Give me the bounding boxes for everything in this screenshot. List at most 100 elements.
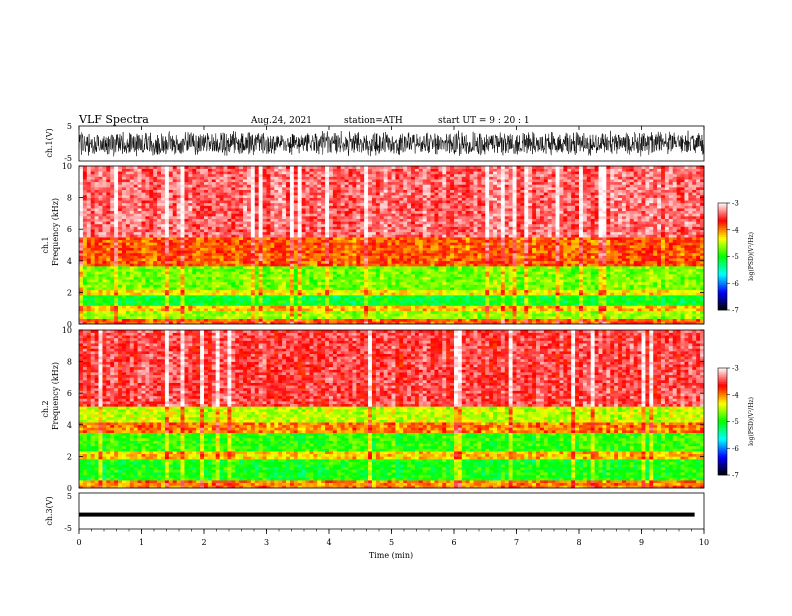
spectrogram-cell (177, 256, 181, 259)
spectrogram-cell (235, 190, 239, 193)
spectrogram-cell (243, 277, 247, 280)
spectrogram-cell (235, 253, 239, 256)
spectrogram-cell (255, 198, 259, 201)
spectrogram-cell (216, 279, 220, 282)
spectrogram-cell (399, 171, 403, 174)
spectrogram-cell (149, 213, 153, 216)
spectrogram-cell (118, 303, 122, 306)
spectrogram-cell (114, 182, 118, 185)
spectrogram-cell (118, 208, 122, 211)
spectrogram-cell (220, 316, 224, 319)
spectrogram-cell (138, 298, 142, 301)
spectrogram-cell (388, 171, 392, 174)
spectrogram-cell (309, 227, 313, 230)
spectrogram-cell (259, 192, 263, 195)
spectrogram-cell (372, 263, 376, 266)
spectrogram-cell (200, 266, 204, 269)
spectrogram-cell (349, 234, 353, 237)
spectrogram-cell (321, 300, 325, 303)
spectrogram-cell (102, 306, 106, 309)
spectrogram-cell (380, 213, 384, 216)
spectrogram-cell (200, 237, 204, 240)
spectrogram-cell (247, 245, 251, 248)
spectrogram-cell (134, 282, 138, 285)
spectrogram-cell (106, 206, 110, 209)
spectrogram-cell (349, 216, 353, 219)
spectrogram-cell (114, 258, 118, 261)
spectrogram-cell (321, 171, 325, 174)
spectrogram-cell (306, 232, 310, 235)
spectrogram-cell (274, 245, 278, 248)
spectrogram-cell (349, 271, 353, 274)
spectrogram-cell (243, 269, 247, 272)
spectrogram-cell (173, 250, 177, 253)
spectrogram-cell (224, 208, 228, 211)
spectrogram-cell (341, 266, 345, 269)
spectrogram-cell (79, 287, 83, 290)
spectrogram-cell (239, 256, 243, 259)
spectrogram-cell (181, 295, 185, 298)
spectrogram-cell (192, 200, 196, 203)
spectrogram-cell (212, 263, 216, 266)
spectrogram-cell (309, 292, 313, 295)
spectrogram-cell (376, 213, 380, 216)
spectrogram-cell (282, 274, 286, 277)
spectrogram-cell (302, 195, 306, 198)
spectrogram-cell (243, 171, 247, 174)
spectrogram-cell (282, 240, 286, 243)
spectrogram-cell (337, 298, 341, 301)
spectrogram-cell (278, 248, 282, 251)
spectrogram-cell (384, 266, 388, 269)
spectrogram-cell (87, 274, 91, 277)
spectrogram-cell (188, 169, 192, 172)
spectrogram-cell (356, 248, 360, 251)
spectrogram-cell (224, 169, 228, 172)
spectrogram-cell (91, 213, 95, 216)
spectrogram-cell (126, 295, 130, 298)
spectrogram-cell (110, 319, 114, 322)
spectrogram-cell (341, 261, 345, 264)
spectrogram-cell (392, 187, 396, 190)
spectrogram-cell (337, 216, 341, 219)
spectrogram-cell (309, 279, 313, 282)
spectrogram-cell (173, 171, 177, 174)
spectrogram-cell (196, 237, 200, 240)
spectrogram-cell (306, 174, 310, 177)
spectrogram-cell (126, 300, 130, 303)
spectrogram-cell (235, 182, 239, 185)
spectrogram-cell (243, 195, 247, 198)
spectrogram-cell (399, 245, 403, 248)
spectrogram-cell (282, 216, 286, 219)
spectrogram-cell (298, 213, 302, 216)
spectrogram-cell (392, 306, 396, 309)
spectrogram-cell (110, 198, 114, 201)
spectrogram-cell (153, 240, 157, 243)
spectrogram-cell (368, 319, 372, 322)
spectrogram-cell (313, 271, 317, 274)
spectrogram-cell (364, 290, 368, 293)
spectrogram-cell (118, 224, 122, 227)
spectrogram-cell (235, 311, 239, 314)
spectrogram-cell (114, 290, 118, 293)
spectrogram-cell (290, 187, 294, 190)
spectrogram-cell (91, 169, 95, 172)
spectrogram-cell (149, 292, 153, 295)
spectrogram-cell (372, 316, 376, 319)
spectrogram-cell (286, 187, 290, 190)
spectrogram-cell (83, 279, 87, 282)
spectrogram-cell (231, 203, 235, 206)
spectrogram-cell (157, 208, 161, 211)
spectrogram-cell (118, 263, 122, 266)
vlf-spectra-chart: VLF Spectra Aug.24, 2021 station=ATH sta… (0, 0, 792, 612)
spectrogram-cell (200, 269, 204, 272)
spectrogram-cell (122, 216, 126, 219)
spectrogram-cell (114, 229, 118, 232)
spectrogram-cell (184, 274, 188, 277)
spectrogram-cell (302, 192, 306, 195)
spectrogram-cell (79, 295, 83, 298)
spectrogram-cell (368, 303, 372, 306)
spectrogram-cell (282, 184, 286, 187)
spectrogram-cell (192, 229, 196, 232)
spectrogram-cell (380, 316, 384, 319)
ch1-spectrogram-panel: 0246810 ch.1 Frequency (kHz) (41, 162, 704, 329)
